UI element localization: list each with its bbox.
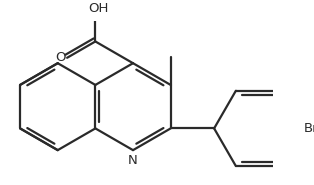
Text: O: O [55,51,65,64]
Text: N: N [128,154,138,167]
Text: Br: Br [304,122,314,135]
Text: OH: OH [88,2,108,15]
